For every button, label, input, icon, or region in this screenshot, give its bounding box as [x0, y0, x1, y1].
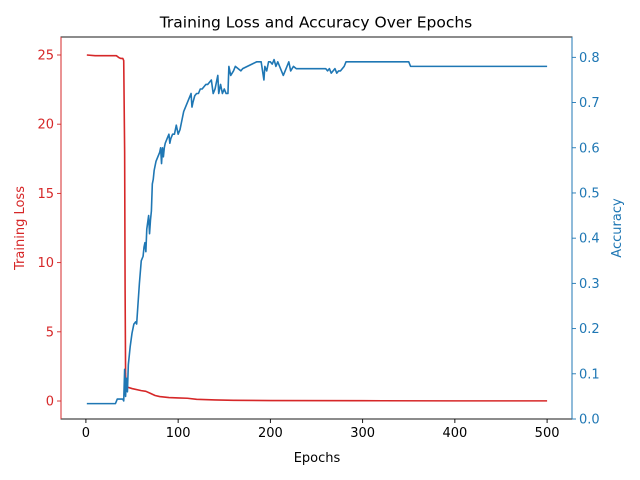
left-tick-label: 5 — [46, 325, 54, 340]
left-tick-label: 20 — [37, 118, 54, 133]
x-tick-label: 400 — [442, 426, 467, 441]
loss-line — [86, 54, 548, 402]
right-tick-label: 0.5 — [579, 186, 600, 201]
chart-title: Training Loss and Accuracy Over Epochs — [159, 14, 473, 32]
right-tick-label: 0.6 — [579, 141, 600, 156]
loss-series — [86, 54, 548, 402]
accuracy-line — [86, 58, 548, 405]
x-tick-label: 0 — [82, 426, 90, 441]
left-axis-ticks: 0 5 10 15 20 25 — [37, 48, 61, 410]
right-tick-label: 0.7 — [579, 96, 600, 111]
right-axis-label: Accuracy — [610, 198, 625, 258]
x-tick-label: 100 — [166, 426, 191, 441]
left-axis-label: Training Loss — [13, 186, 28, 271]
plot-frame — [60, 36, 573, 420]
x-tick-label: 500 — [535, 426, 560, 441]
right-tick-label: 0.3 — [579, 277, 600, 292]
right-tick-label: 0.4 — [579, 232, 600, 247]
left-tick-label: 25 — [37, 48, 54, 63]
x-tick-label: 200 — [258, 426, 283, 441]
x-tick-label: 300 — [350, 426, 375, 441]
right-axis-ticks: 0.0 0.1 0.2 0.3 0.4 0.5 0.6 0.7 0.8 — [572, 51, 600, 428]
left-tick-label: 15 — [37, 187, 54, 202]
left-tick-label: 0 — [46, 395, 54, 410]
right-tick-label: 0.2 — [579, 322, 600, 337]
x-axis-label: Epochs — [294, 451, 341, 466]
right-tick-label: 0.8 — [579, 51, 600, 66]
accuracy-series — [86, 58, 548, 405]
x-axis-ticks: 0 100 200 300 400 500 — [82, 419, 560, 441]
left-tick-label: 10 — [37, 256, 54, 271]
right-tick-label: 0.1 — [579, 367, 600, 382]
right-tick-label: 0.0 — [579, 413, 600, 428]
